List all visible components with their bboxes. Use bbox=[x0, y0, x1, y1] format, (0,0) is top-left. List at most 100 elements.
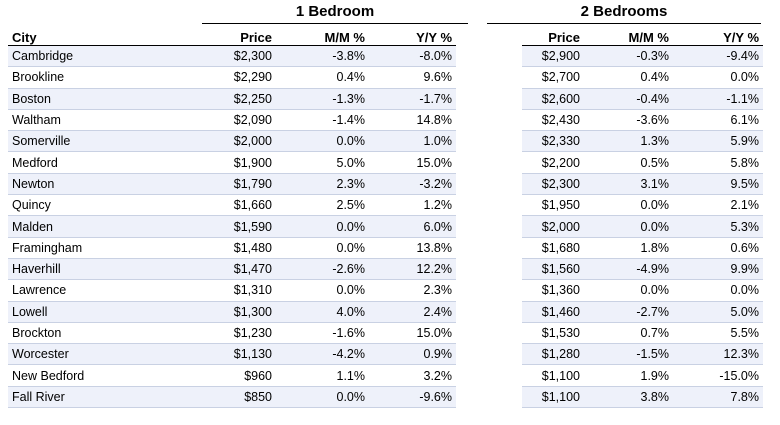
mm-2br-cell: 0.5% bbox=[584, 151, 673, 174]
mm-2br-cell: 1.8% bbox=[584, 237, 673, 259]
table-row: Medford $1,900 5.0% 15.0% $2,200 0.5% 5.8% bbox=[8, 151, 763, 174]
header-row: City Price M/M % Y/Y % Price M/M % Y/Y % bbox=[8, 27, 763, 46]
mm-2br-cell: -4.9% bbox=[584, 258, 673, 281]
price-1br-cell: $1,660 bbox=[201, 194, 276, 217]
city-cell: Boston bbox=[8, 88, 201, 110]
yy-2br-cell: 0.0% bbox=[673, 279, 763, 302]
mm-1br-cell: 1.1% bbox=[276, 364, 369, 387]
yy-2br-cell: -9.4% bbox=[673, 45, 763, 68]
table-row: New Bedford $960 1.1% 3.2% $1,100 1.9% -15.0% bbox=[8, 364, 763, 387]
table-row: Newton $1,790 2.3% -3.2% $2,300 3.1% 9.5% bbox=[8, 173, 763, 196]
city-cell: Newton bbox=[8, 173, 201, 196]
price-1br-cell: $2,000 bbox=[201, 130, 276, 153]
price-2br-cell: $1,460 bbox=[522, 301, 584, 323]
yy-1br-cell: 14.8% bbox=[369, 109, 456, 132]
city-cell: Fall River bbox=[8, 386, 201, 409]
column-header-price-2br: Price bbox=[522, 27, 584, 46]
mm-2br-cell: -3.6% bbox=[584, 109, 673, 132]
column-spacer bbox=[456, 344, 522, 365]
mm-2br-cell: 1.9% bbox=[584, 364, 673, 387]
yy-2br-cell: 9.9% bbox=[673, 258, 763, 281]
city-cell: Quincy bbox=[8, 194, 201, 217]
yy-1br-cell: 2.4% bbox=[369, 301, 456, 323]
city-cell: Lawrence bbox=[8, 279, 201, 302]
column-spacer bbox=[456, 67, 522, 88]
city-cell: Cambridge bbox=[8, 45, 201, 68]
mm-1br-cell: -3.8% bbox=[276, 45, 369, 68]
city-cell: Brookline bbox=[8, 66, 201, 89]
table-row: Quincy $1,660 2.5% 1.2% $1,950 0.0% 2.1% bbox=[8, 194, 763, 217]
table-row: Haverhill $1,470 -2.6% 12.2% $1,560 -4.9% 9.9% bbox=[8, 258, 763, 281]
yy-1br-cell: 2.3% bbox=[369, 279, 456, 302]
price-1br-cell: $2,250 bbox=[201, 88, 276, 110]
price-2br-cell: $2,000 bbox=[522, 215, 584, 238]
yy-1br-cell: -3.2% bbox=[369, 173, 456, 196]
price-1br-cell: $1,900 bbox=[201, 151, 276, 174]
price-2br-cell: $2,700 bbox=[522, 66, 584, 89]
price-1br-cell: $1,480 bbox=[201, 237, 276, 259]
price-2br-cell: $1,280 bbox=[522, 343, 584, 366]
mm-1br-cell: 0.4% bbox=[276, 66, 369, 89]
table-row: Brookline $2,290 0.4% 9.6% $2,700 0.4% 0.0% bbox=[8, 66, 763, 89]
yy-1br-cell: 13.8% bbox=[369, 237, 456, 259]
yy-1br-cell: 9.6% bbox=[369, 66, 456, 89]
yy-2br-cell: 2.1% bbox=[673, 194, 763, 217]
yy-1br-cell: 12.2% bbox=[369, 258, 456, 281]
mm-2br-cell: -1.5% bbox=[584, 343, 673, 366]
city-cell: Medford bbox=[8, 151, 201, 174]
column-spacer bbox=[456, 46, 522, 67]
column-spacer bbox=[456, 365, 522, 386]
price-2br-cell: $2,200 bbox=[522, 151, 584, 174]
city-cell: Somerville bbox=[8, 130, 201, 153]
yy-2br-cell: -15.0% bbox=[673, 364, 763, 387]
price-2br-cell: $1,360 bbox=[522, 279, 584, 302]
yy-2br-cell: 5.8% bbox=[673, 151, 763, 174]
mm-1br-cell: 0.0% bbox=[276, 279, 369, 302]
yy-2br-cell: 9.5% bbox=[673, 173, 763, 196]
column-spacer bbox=[456, 322, 522, 343]
column-spacer bbox=[456, 386, 522, 407]
column-spacer bbox=[456, 258, 522, 279]
city-cell: Framingham bbox=[8, 237, 201, 259]
mm-1br-cell: -1.6% bbox=[276, 322, 369, 345]
group-rule-1-bedroom bbox=[202, 23, 468, 24]
city-cell: Malden bbox=[8, 215, 201, 238]
mm-2br-cell: -0.3% bbox=[584, 45, 673, 68]
yy-2br-cell: 0.0% bbox=[673, 66, 763, 89]
column-spacer bbox=[456, 216, 522, 237]
table-row: Cambridge $2,300 -3.8% -8.0% $2,900 -0.3% -9.4… bbox=[8, 45, 763, 68]
column-spacer bbox=[456, 152, 522, 173]
mm-1br-cell: -4.2% bbox=[276, 343, 369, 366]
yy-1br-cell: 15.0% bbox=[369, 151, 456, 174]
mm-1br-cell: 0.0% bbox=[276, 215, 369, 238]
price-1br-cell: $960 bbox=[201, 364, 276, 387]
yy-2br-cell: 5.3% bbox=[673, 215, 763, 238]
price-1br-cell: $2,090 bbox=[201, 109, 276, 132]
mm-2br-cell: 0.0% bbox=[584, 279, 673, 302]
table-row: Brockton $1,230 -1.6% 15.0% $1,530 0.7% 5.5% bbox=[8, 322, 763, 345]
price-2br-cell: $2,430 bbox=[522, 109, 584, 132]
table-row: Fall River $850 0.0% -9.6% $1,100 3.8% 7.8% bbox=[8, 386, 763, 409]
group-header-1-bedroom: 1 Bedroom bbox=[295, 3, 375, 20]
group-header-2-bedrooms: 2 Bedrooms bbox=[580, 3, 668, 20]
mm-1br-cell: 0.0% bbox=[276, 386, 369, 409]
mm-1br-cell: 2.5% bbox=[276, 194, 369, 217]
column-header-yy-2br: Y/Y % bbox=[673, 27, 763, 46]
yy-1br-cell: 6.0% bbox=[369, 215, 456, 238]
yy-2br-cell: 6.1% bbox=[673, 109, 763, 132]
price-2br-cell: $1,100 bbox=[522, 364, 584, 387]
price-2br-cell: $2,900 bbox=[522, 45, 584, 68]
city-cell: Lowell bbox=[8, 301, 201, 323]
rent-table: City Price M/M % Y/Y % Price M/M % Y/Y %… bbox=[8, 27, 763, 409]
table-row: Framingham $1,480 0.0% 13.8% $1,680 1.8% 0.6% bbox=[8, 237, 763, 259]
mm-1br-cell: -1.3% bbox=[276, 88, 369, 110]
column-spacer bbox=[456, 131, 522, 152]
mm-2br-cell: -0.4% bbox=[584, 88, 673, 110]
city-cell: Brockton bbox=[8, 322, 201, 345]
table-row: Worcester $1,130 -4.2% 0.9% $1,280 -1.5% 12.3% bbox=[8, 343, 763, 366]
city-cell: Waltham bbox=[8, 109, 201, 132]
city-cell: New Bedford bbox=[8, 364, 201, 387]
column-header-mm-1br: M/M % bbox=[276, 27, 369, 46]
city-cell: Haverhill bbox=[8, 258, 201, 281]
